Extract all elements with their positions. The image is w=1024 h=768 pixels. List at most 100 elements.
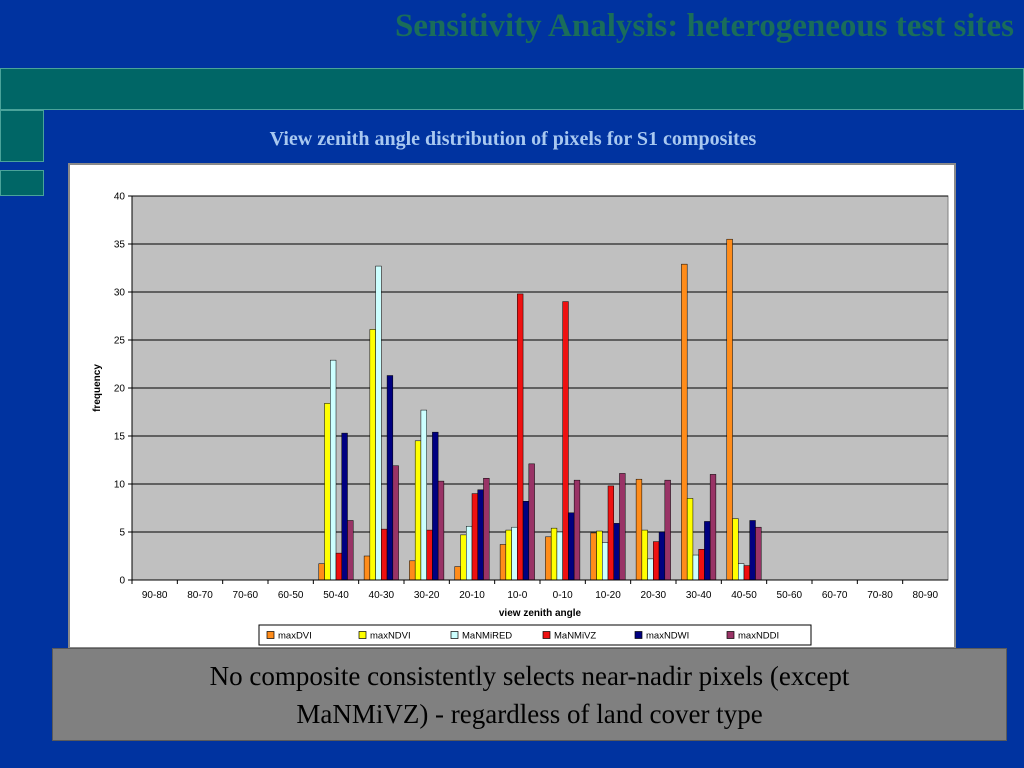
bar-MaNMiRED-10-20 [602, 542, 609, 581]
bar-maxNDVI-20-30 [641, 529, 648, 581]
x-tick-label: 40-30 [369, 590, 395, 601]
x-tick-label: 30-40 [686, 590, 712, 601]
x-tick-label: 10-20 [595, 590, 621, 601]
bar-maxNDDI-0-10 [573, 479, 581, 581]
x-tick-label: 10-0 [507, 590, 527, 601]
side-block-upper [0, 110, 44, 162]
bar-MaNMiVZ-40-30 [381, 528, 388, 581]
y-tick-label: 0 [119, 576, 125, 587]
y-tick-label: 35 [114, 240, 126, 251]
bar-maxNDDI-10-0 [528, 463, 535, 581]
y-tick-label: 30 [114, 288, 126, 299]
bar-maxNDVI-20-10 [460, 534, 467, 581]
bar-MaNMiRED-30-40 [692, 554, 699, 581]
bar-maxNDDI-30-20 [437, 480, 445, 581]
y-tick-label: 20 [114, 384, 126, 395]
bar-MaNMiRED-0-10 [556, 531, 563, 581]
bar-MaNMiVZ-50-40 [335, 552, 342, 581]
bar-maxNDDI-50-40 [347, 520, 354, 581]
x-tick-label: 20-10 [459, 590, 485, 601]
x-tick-label: 30-20 [414, 590, 440, 601]
y-tick-label: 5 [119, 528, 125, 539]
bar-maxNDWI-10-20 [613, 523, 620, 581]
side-block-lower [0, 170, 44, 196]
chart-panel: 0 5 10 15 20 25 30 35 40 90-80 80-70 70-60 60-50 50-4… [68, 163, 956, 649]
chart-heading: View zenith angle distribution of pixels… [269, 128, 757, 150]
bar-maxNDDI-40-50 [755, 526, 762, 581]
bar-maxNDDI-10-20 [619, 473, 626, 581]
bar-maxNDWI-40-30 [386, 375, 394, 581]
bar-MaNMiVZ-10-20 [607, 485, 614, 581]
legend-label: maxNDVI [370, 631, 411, 642]
bar-maxNDDI-40-30 [392, 465, 399, 581]
bar-maxDVI-40-30 [363, 555, 371, 581]
bar-maxNDWI-0-10 [568, 512, 575, 581]
bar-MaNMiVZ-0-10 [562, 301, 569, 581]
x-tick-label: 0-10 [553, 590, 573, 601]
x-tick-label: 70-60 [233, 590, 259, 601]
bar-MaNMiRED-40-50 [738, 563, 745, 581]
bar-MaNMiRED-40-30 [375, 265, 382, 581]
caption-box: No composite consistently selects near-n… [52, 648, 1007, 741]
bar-maxNDWI-50-40 [341, 432, 348, 581]
bar-MaNMiRED-10-0 [511, 526, 518, 581]
x-tick-label: 70-80 [867, 590, 893, 601]
x-tick-label: 20-30 [641, 590, 667, 601]
x-tick-label: 40-50 [731, 590, 757, 601]
bar-maxNDVI-40-50 [732, 518, 739, 581]
bar-MaNMiRED-20-30 [647, 558, 654, 581]
caption-line-1: No composite consistently selects near-n… [209, 661, 850, 691]
y-tick-label: 40 [114, 192, 126, 203]
bar-MaNMiVZ-20-30 [653, 541, 660, 581]
x-tick-label: 80-90 [913, 590, 939, 601]
bar-maxNDDI-20-30 [664, 479, 671, 581]
bar-maxNDWI-30-40 [704, 521, 711, 581]
bar-maxDVI-20-10 [454, 566, 461, 581]
bar-maxDVI-40-50 [726, 238, 733, 581]
bar-MaNMiVZ-30-20 [426, 529, 433, 581]
slide-title: Sensitivity Analysis: heterogeneous test… [394, 8, 1014, 44]
bar-maxDVI-10-0 [499, 544, 507, 581]
chart-svg: 0 5 10 15 20 25 30 35 40 90-80 80-70 70-60 60-50 50-4… [92, 192, 949, 646]
y-tick-label: 25 [114, 336, 126, 347]
bar-maxDVI-0-10 [545, 536, 552, 581]
bar-MaNMiVZ-40-50 [743, 565, 750, 581]
legend-frame [258, 624, 812, 646]
x-axis-label: view zenith angle [499, 608, 582, 619]
y-tick-label: 15 [114, 432, 126, 443]
bar-maxNDWI-40-50 [749, 520, 756, 581]
bar-maxNDDI-20-10 [483, 477, 490, 581]
bar-maxNDVI-0-10 [550, 527, 558, 581]
bar-maxNDVI-30-20 [414, 440, 422, 581]
axis-layer: 0 5 10 15 20 25 30 35 40 90-80 80-70 70-60 60-50 50-4… [114, 192, 948, 601]
legend-swatch [266, 631, 275, 639]
grid-layer [132, 195, 948, 533]
header-band [0, 68, 1024, 110]
y-tick-label: 10 [114, 480, 126, 491]
legend: maxDVI maxNDVI MaNMiRED MaNMiVZ maxNDWI maxND… [258, 624, 812, 646]
x-tick-label: 90-80 [142, 590, 168, 601]
y-axis-label: frequency [92, 364, 103, 412]
legend-label: maxDVI [278, 631, 312, 642]
legend-swatch [450, 631, 459, 639]
x-tick-label: 60-70 [822, 590, 848, 601]
bar-maxNDWI-20-30 [658, 531, 666, 581]
bar-maxNDWI-20-10 [477, 489, 484, 581]
bar-maxNDVI-50-40 [324, 403, 331, 581]
bar-maxNDWI-10-0 [522, 501, 530, 581]
bar-maxDVI-20-30 [635, 478, 643, 581]
bar-MaNMiRED-20-10 [466, 525, 473, 581]
x-tick-label: 50-60 [777, 590, 803, 601]
bar-maxNDVI-10-20 [596, 530, 603, 581]
legend-swatch [634, 631, 643, 639]
caption-line-2: MaNMiVZ) - regardless of land cover type [296, 699, 763, 729]
x-tick-label: 50-40 [323, 590, 349, 601]
bars-layer [318, 238, 762, 581]
legend-label: maxNDDI [738, 631, 779, 642]
legend-label: maxNDWI [646, 631, 689, 642]
legend-label: MaNMiRED [462, 631, 512, 642]
bar-MaNMiRED-50-40 [330, 359, 337, 581]
bar-MaNMiVZ-30-40 [698, 549, 705, 581]
x-tick-label: 80-70 [187, 590, 213, 601]
bar-maxNDWI-30-20 [432, 431, 439, 581]
